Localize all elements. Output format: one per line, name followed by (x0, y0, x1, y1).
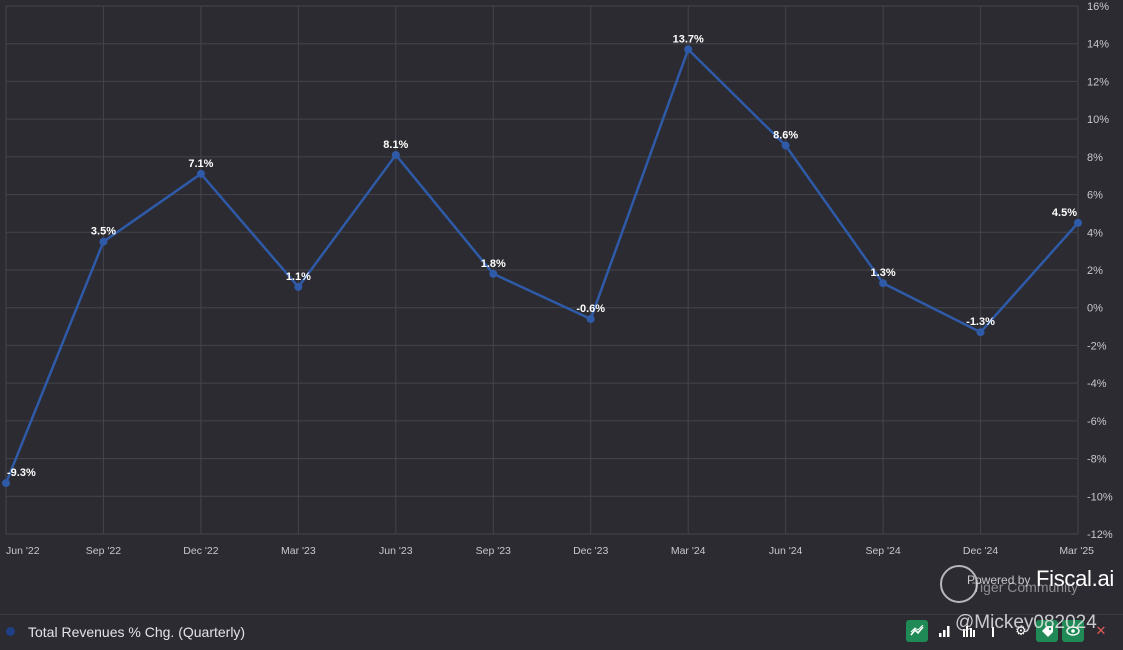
x-tick-label: Mar '23 (281, 545, 316, 557)
y-tick-label: -2% (1087, 340, 1107, 352)
y-tick-label: -4% (1087, 378, 1107, 390)
y-tick-label: 10% (1087, 114, 1109, 126)
data-label: 1.1% (286, 271, 311, 283)
grouped-bar-icon[interactable] (958, 620, 980, 642)
data-labels: -9.3% 3.5% 7.1% 1.1% 8.1% 1.8% -0.6% 13.7% 8.6% 1… (7, 33, 1077, 479)
x-tick-label: Sep '24 (865, 545, 900, 557)
data-label: 1.8% (481, 258, 506, 270)
chart-toolbar: ⚙ ✕ (906, 620, 1116, 642)
series-lines (4, 47, 1079, 484)
x-tick-label: Dec '22 (183, 545, 218, 557)
data-point[interactable] (1074, 218, 1082, 227)
legend-swatch (6, 627, 15, 636)
x-tick-label: Mar '24 (671, 545, 706, 557)
gear-icon[interactable]: ⚙ (1015, 623, 1027, 639)
powered-by-text: Powered by (967, 573, 1031, 587)
y-tick-label: 12% (1087, 76, 1109, 88)
tiger-logo-icon (940, 565, 978, 603)
y-tick-label: 8% (1087, 152, 1103, 164)
data-point[interactable] (99, 237, 108, 246)
x-tick-label: Jun '24 (769, 545, 803, 557)
data-point[interactable] (196, 169, 205, 178)
eye-icon[interactable] (1062, 620, 1084, 642)
data-point[interactable] (879, 279, 888, 288)
data-label: 13.7% (673, 33, 704, 45)
tiger-community-text: Tiger Community (972, 579, 1079, 595)
line-chart: 16% 14% 12% 10% 8% 6% 4% 2% 0% -2% -4% -6% -8% -10% -1… (2, 1, 1113, 557)
data-point[interactable] (489, 269, 498, 278)
x-tick-label: Dec '23 (573, 545, 608, 557)
data-label: 1.3% (871, 267, 896, 279)
series-line (4, 47, 1079, 484)
legend-label[interactable]: Total Revenues % Chg. (Quarterly) (28, 624, 246, 640)
data-point[interactable] (2, 479, 10, 488)
data-label: 7.1% (188, 158, 213, 170)
y-tick-label: 16% (1087, 1, 1109, 13)
data-label: -1.3% (966, 316, 995, 328)
y-tick-label: -10% (1087, 491, 1113, 503)
data-point[interactable] (976, 328, 985, 337)
data-label: 3.5% (91, 226, 116, 238)
y-tick-label: 14% (1087, 39, 1109, 51)
data-label: 4.5% (1052, 207, 1077, 219)
x-axis-ticks: Jun '22 Sep '22 Dec '22 Mar '23 Jun '23 Sep '… (6, 545, 1094, 557)
tag-icon[interactable] (1036, 620, 1058, 642)
y-tick-label: 2% (1087, 265, 1103, 277)
y-tick-label: -8% (1087, 454, 1107, 466)
y-tick-label: 0% (1087, 303, 1103, 315)
y-tick-label: 6% (1087, 190, 1103, 202)
x-tick-label: Mar '25 (1059, 545, 1094, 557)
username-watermark: @Mickey082024 (955, 612, 1097, 633)
grid (5, 5, 1079, 535)
data-point[interactable] (684, 45, 693, 54)
close-icon[interactable]: ✕ (1095, 623, 1107, 639)
data-point[interactable] (781, 141, 790, 150)
y-tick-label: 4% (1087, 227, 1103, 239)
x-tick-label: Dec '24 (963, 545, 998, 557)
y-tick-label: -6% (1087, 416, 1107, 428)
data-point[interactable] (586, 315, 595, 324)
fiscal-ai-watermark: Powered by Fiscal.ai Tiger Community (940, 565, 1120, 605)
data-label: -9.3% (7, 467, 36, 479)
bar-chart-icon[interactable] (934, 620, 956, 642)
x-tick-label: Jun '22 (6, 545, 40, 557)
data-point[interactable] (391, 150, 400, 159)
x-tick-label: Sep '22 (86, 545, 121, 557)
x-tick-label: Jun '23 (379, 545, 413, 557)
data-label: 8.6% (773, 130, 798, 142)
more-bars-icon[interactable] (982, 620, 1004, 642)
x-tick-label: Sep '23 (476, 545, 511, 557)
data-label: 8.1% (383, 139, 408, 151)
legend-bar: Total Revenues % Chg. (Quarterly) (0, 614, 1123, 650)
series-points (2, 45, 1082, 488)
data-point[interactable] (294, 282, 303, 291)
y-tick-label: -12% (1087, 529, 1113, 541)
data-label: -0.6% (576, 303, 605, 315)
trend-line-icon[interactable] (906, 620, 928, 642)
y-axis-ticks: 16% 14% 12% 10% 8% 6% 4% 2% 0% -2% -4% -6% -8% -10% -1… (1087, 1, 1113, 541)
fiscal-ai-brand: Fiscal.ai (1036, 566, 1114, 591)
